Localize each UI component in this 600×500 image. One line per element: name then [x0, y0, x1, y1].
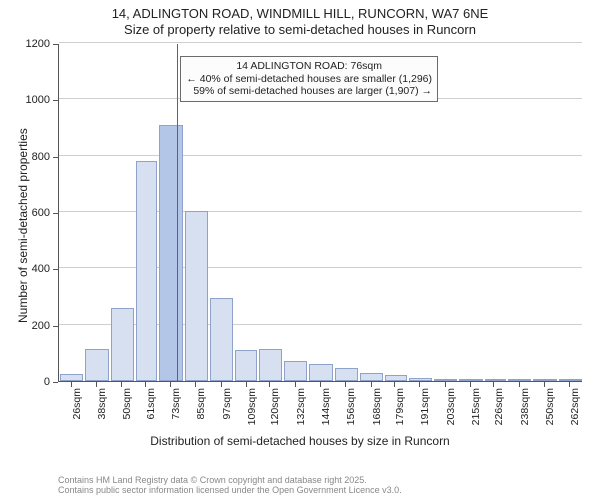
x-tick-mark [544, 382, 545, 387]
x-tick-label: 50sqm [121, 388, 133, 428]
x-tick-label: 250sqm [544, 388, 556, 428]
x-tick-mark [345, 382, 346, 387]
x-tick-label: 61sqm [145, 388, 157, 428]
y-tick-label: 1200 [16, 38, 50, 50]
x-tick-label: 144sqm [320, 388, 332, 428]
reference-line [177, 44, 178, 381]
y-tick-mark [53, 213, 58, 214]
y-tick-mark [53, 326, 58, 327]
x-tick-label: 179sqm [394, 388, 406, 428]
x-tick-label: 238sqm [519, 388, 531, 428]
y-tick-mark [53, 157, 58, 158]
x-tick-mark [493, 382, 494, 387]
x-tick-label: 156sqm [345, 388, 357, 428]
x-tick-label: 109sqm [246, 388, 258, 428]
histogram-bar [136, 161, 157, 381]
annotation-line-2: ← 40% of semi-detached houses are smalle… [186, 73, 432, 86]
x-tick-mark [445, 382, 446, 387]
y-tick-mark [53, 382, 58, 383]
title-line-2: Size of property relative to semi-detach… [0, 22, 600, 37]
x-tick-label: 26sqm [71, 388, 83, 428]
x-tick-label: 85sqm [195, 388, 207, 428]
x-tick-mark [145, 382, 146, 387]
histogram-bar [159, 125, 182, 381]
x-tick-mark [295, 382, 296, 387]
histogram-bar [508, 379, 531, 381]
x-tick-mark [320, 382, 321, 387]
histogram-bar [259, 349, 282, 381]
x-tick-label: 168sqm [371, 388, 383, 428]
x-tick-label: 203sqm [445, 388, 457, 428]
y-tick-label: 1000 [16, 94, 50, 106]
histogram-bar [111, 308, 134, 381]
x-tick-label: 191sqm [419, 388, 431, 428]
histogram-bar [385, 375, 406, 381]
histogram-bar [485, 379, 506, 381]
x-tick-mark [371, 382, 372, 387]
x-tick-mark [221, 382, 222, 387]
x-tick-mark [71, 382, 72, 387]
x-tick-label: 262sqm [569, 388, 581, 428]
histogram-bar [335, 368, 358, 381]
x-tick-mark [569, 382, 570, 387]
y-tick-mark [53, 269, 58, 270]
x-tick-mark [419, 382, 420, 387]
x-tick-label: 120sqm [269, 388, 281, 428]
x-tick-label: 97sqm [221, 388, 233, 428]
gridline [59, 155, 582, 156]
x-tick-label: 38sqm [96, 388, 108, 428]
annotation-line-1: 14 ADLINGTON ROAD: 76sqm [186, 60, 432, 73]
y-axis-label: Number of semi-detached properties [16, 128, 30, 323]
y-tick-label: 0 [16, 376, 50, 388]
x-tick-mark [470, 382, 471, 387]
histogram-bar [559, 379, 582, 381]
histogram-bar [459, 379, 482, 381]
histogram-bar [85, 349, 108, 381]
y-tick-mark [53, 100, 58, 101]
x-tick-label: 132sqm [295, 388, 307, 428]
histogram-bar [409, 378, 432, 381]
histogram-bar [533, 379, 556, 381]
histogram-bar [185, 211, 208, 381]
annotation-box: 14 ADLINGTON ROAD: 76sqm ← 40% of semi-d… [180, 56, 438, 102]
x-tick-mark [519, 382, 520, 387]
x-tick-mark [246, 382, 247, 387]
footer-line-2: Contains public sector information licen… [58, 486, 402, 496]
histogram-bar [284, 361, 307, 381]
y-tick-mark [53, 44, 58, 45]
x-tick-mark [121, 382, 122, 387]
title-line-1: 14, ADLINGTON ROAD, WINDMILL HILL, RUNCO… [0, 6, 600, 21]
x-tick-mark [269, 382, 270, 387]
footer-credits: Contains HM Land Registry data © Crown c… [58, 476, 402, 496]
x-tick-mark [195, 382, 196, 387]
histogram-bar [60, 374, 83, 381]
x-tick-label: 215sqm [470, 388, 482, 428]
histogram-bar [309, 364, 332, 381]
x-tick-mark [96, 382, 97, 387]
chart-container: 14, ADLINGTON ROAD, WINDMILL HILL, RUNCO… [0, 0, 600, 500]
annotation-line-3: 59% of semi-detached houses are larger (… [186, 85, 432, 98]
x-tick-label: 226sqm [493, 388, 505, 428]
x-axis-label: Distribution of semi-detached houses by … [0, 434, 600, 448]
x-tick-mark [394, 382, 395, 387]
x-tick-mark [170, 382, 171, 387]
gridline [59, 42, 582, 43]
histogram-bar [210, 298, 233, 381]
histogram-bar [235, 350, 256, 381]
histogram-bar [434, 379, 457, 381]
x-tick-label: 73sqm [170, 388, 182, 428]
histogram-bar [360, 373, 383, 381]
